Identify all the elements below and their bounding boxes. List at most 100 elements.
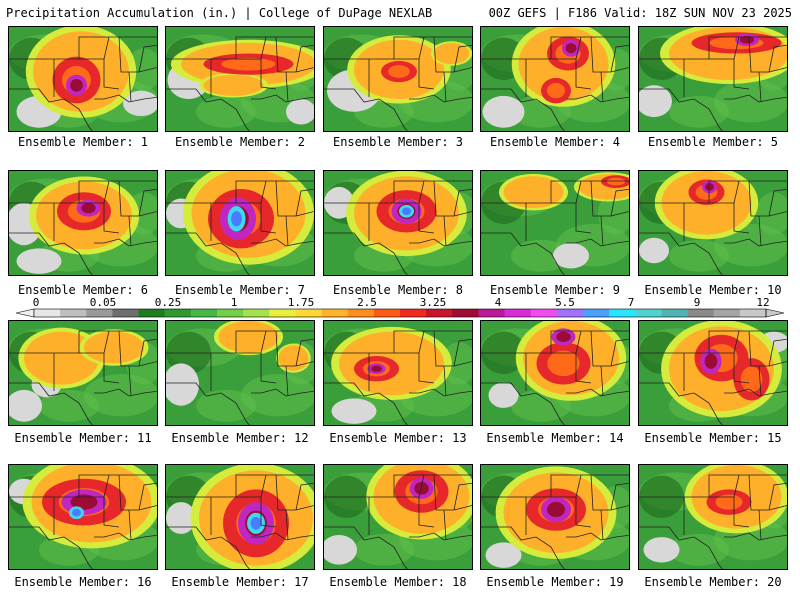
precip-map [9,465,157,569]
no-precip-area [16,248,62,274]
state-border [251,94,314,103]
precip-core-inner [388,65,410,78]
state-border [600,71,604,103]
precip-core-inner [565,43,577,54]
state-border [103,36,110,60]
state-border [285,365,289,397]
state-border [103,330,110,354]
state-border [128,215,132,247]
colorbar-tick-label: 1.75 [287,296,315,309]
colorbar-min-arrow [15,308,35,318]
colorbar-tick-label: 5.5 [555,296,575,309]
colorbar-swatch [295,309,323,317]
state-border [768,338,787,367]
state-border [275,180,314,217]
precip-core-inner [556,331,571,342]
colorbar-swatch [400,309,427,317]
state-border [394,352,435,384]
state-border [610,44,629,73]
state-border [103,180,110,204]
no-precip-area [639,85,672,118]
state-border [418,474,425,498]
state-border [610,188,629,217]
ensemble-panel [165,320,315,426]
state-border [733,180,740,204]
light-precip-area [669,95,729,128]
no-precip-area [639,237,669,264]
state-border [394,496,435,528]
state-border [748,474,787,511]
state-border [639,382,723,425]
state-border [128,509,132,541]
light-precip-area [714,80,787,123]
no-precip-area [488,382,519,408]
precip-core-inner [547,350,580,377]
state-border [138,188,157,217]
precip-map [639,465,787,569]
state-border [600,509,604,541]
state-border [285,71,289,103]
colorbar-tick-label: 12 [756,296,770,309]
state-border [128,71,132,103]
no-precip-area [331,398,377,424]
colorbar-swatch [661,309,689,317]
state-border [260,330,267,354]
state-border [409,238,472,247]
state-border [768,188,787,217]
state-border [590,474,629,511]
ensemble-panel [8,170,158,276]
precip-core-inner [704,353,718,369]
ensemble-panel [8,464,158,570]
state-border [236,352,277,384]
state-border [275,36,314,73]
colorbar-swatch [713,309,741,317]
no-precip-area [553,243,589,269]
state-border [481,88,565,131]
light-precip-area [714,224,787,267]
light-precip-area [756,192,787,235]
state-border [433,330,472,367]
precip-map [324,27,472,131]
colorbar-border [33,308,767,318]
state-border [418,180,425,204]
colorbar-swatch [530,309,558,317]
state-border [433,474,472,511]
state-border [733,330,740,354]
ensemble-panel [638,464,788,570]
state-border [639,88,723,131]
state-border [575,330,582,354]
state-border [551,202,592,234]
page-title: Precipitation Accumulation (in.) | Colle… [6,6,433,20]
precip-core-inner [547,501,565,518]
colorbar-swatch [243,309,270,317]
colorbar-tick-label: 1 [230,296,238,309]
state-border [724,94,787,103]
colorbar-swatch [112,309,140,317]
precip-core-inner [739,35,755,44]
state-border [166,232,250,275]
state-border [768,44,787,73]
state-border [236,496,277,528]
precip-map [166,465,314,569]
precip-map [639,321,787,425]
precip-core [278,345,309,371]
state-border [575,180,582,204]
state-border [295,338,314,367]
no-precip-area [643,537,680,563]
precip-core-inner [371,365,382,372]
ensemble-panel [323,320,473,426]
state-border [103,474,110,498]
precip-core-inner [70,78,83,92]
state-border [709,58,750,90]
no-precip-area [123,90,157,117]
precip-map [166,321,314,425]
precip-core-inner [414,481,429,495]
state-border [166,526,250,569]
precip-core-inner [402,207,411,216]
member-label: Ensemble Member: 8 [332,283,464,297]
state-border [590,36,629,73]
member-label: Ensemble Member: 15 [644,431,782,445]
colorbar-tick-label: 7 [627,296,635,309]
colorbar-tick-label: 0.25 [154,296,182,309]
state-border [324,382,408,425]
